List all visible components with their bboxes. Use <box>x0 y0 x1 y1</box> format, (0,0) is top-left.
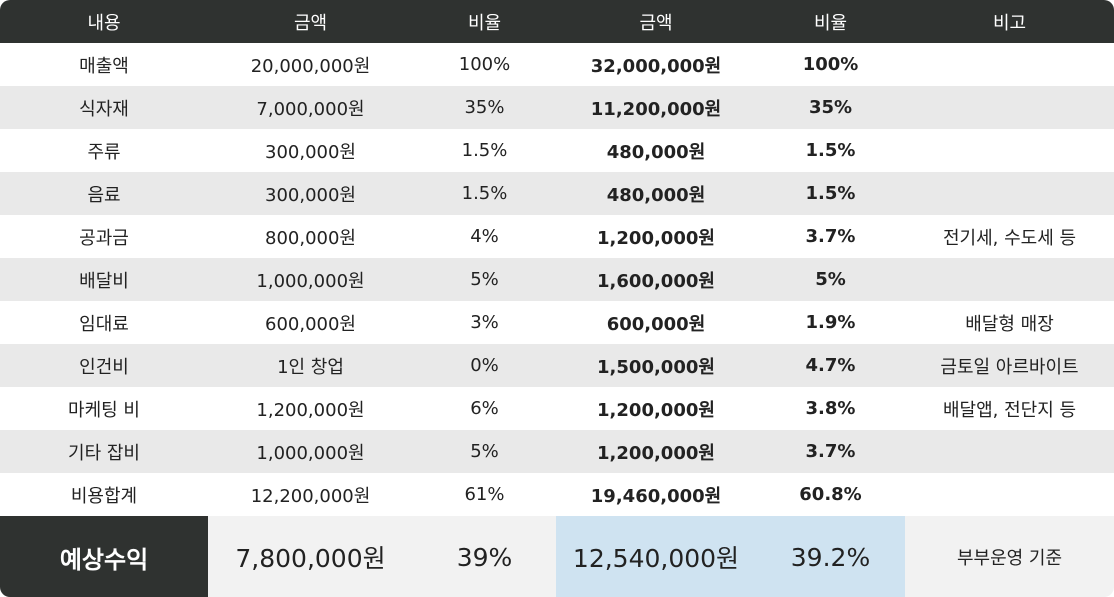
summary-ratio-2: 39.2% <box>756 516 905 597</box>
cell-ratio-1: 0% <box>470 355 499 376</box>
cell-ratio-2: 5% <box>815 269 846 290</box>
table-row: 주류 300,000원 1.5% 480,000원 1.5% <box>0 129 1114 172</box>
cell-note <box>905 172 1114 215</box>
cell-item: 비용합계 <box>70 485 138 507</box>
cell-item: 식자재 <box>79 98 129 120</box>
cell-amount-2: 1,600,000원 <box>597 270 715 292</box>
cell-amount-1: 1인 창업 <box>277 356 344 378</box>
cell-note <box>905 430 1114 473</box>
cell-amount-1: 1,200,000원 <box>256 399 365 421</box>
cell-amount-1: 1,000,000원 <box>256 442 365 464</box>
cell-note: 배달형 매장 <box>965 313 1054 335</box>
cell-amount-1: 20,000,000원 <box>250 55 371 77</box>
table-row: 매출액 20,000,000원 100% 32,000,000원 100% <box>0 43 1114 86</box>
cell-item: 주류 <box>87 141 121 163</box>
table-row: 임대료 600,000원 3% 600,000원 1.9% 배달형 매장 <box>0 301 1114 344</box>
header-ratio-1: 비율 <box>467 12 502 34</box>
table-row: 배달비 1,000,000원 5% 1,600,000원 5% <box>0 258 1114 301</box>
summary-row: 예상수익 7,800,000원 39% 12,540,000원 39.2% 부부… <box>0 516 1114 597</box>
cell-ratio-1: 5% <box>470 441 499 462</box>
cell-amount-1: 600,000원 <box>265 313 356 335</box>
table-row: 음료 300,000원 1.5% 480,000원 1.5% <box>0 172 1114 215</box>
cell-item: 배달비 <box>79 270 129 292</box>
summary-amount-1: 7,800,000원 <box>208 516 413 597</box>
cell-ratio-1: 5% <box>470 269 499 290</box>
cell-amount-2: 1,200,000원 <box>597 442 715 464</box>
cell-ratio-1: 61% <box>464 484 505 505</box>
cell-ratio-1: 100% <box>458 54 511 75</box>
cell-amount-2: 1,200,000원 <box>597 399 715 421</box>
cell-note <box>905 473 1114 516</box>
header-amount-1: 금액 <box>293 12 328 34</box>
cell-ratio-1: 1.5% <box>461 140 508 161</box>
cell-item: 공과금 <box>79 227 129 249</box>
cell-amount-2: 1,500,000원 <box>597 356 715 378</box>
cell-item: 음료 <box>87 184 121 206</box>
cell-ratio-2: 3.7% <box>805 441 856 462</box>
cell-note <box>905 258 1114 301</box>
table-body: 매출액 20,000,000원 100% 32,000,000원 100% 식자재 7,00… <box>0 43 1114 516</box>
table-row: 식자재 7,000,000원 35% 11,200,000원 35% <box>0 86 1114 129</box>
header-ratio-2: 비율 <box>813 12 848 34</box>
summary-label: 예상수익 <box>0 516 208 597</box>
cell-ratio-2: 3.8% <box>805 398 856 419</box>
cell-item: 인건비 <box>79 356 129 378</box>
table-row: 비용합계 12,200,000원 61% 19,460,000원 60.8% <box>0 473 1114 516</box>
cell-ratio-2: 1.9% <box>805 312 856 333</box>
cell-note: 금토일 아르바이트 <box>940 356 1079 378</box>
cell-ratio-1: 3% <box>470 312 499 333</box>
table-row: 기타 잡비 1,000,000원 5% 1,200,000원 3.7% <box>0 430 1114 473</box>
cell-amount-1: 1,000,000원 <box>256 270 365 292</box>
cell-item: 임대료 <box>79 313 129 335</box>
cell-ratio-1: 4% <box>470 226 499 247</box>
header-amount-2: 금액 <box>639 12 673 34</box>
cell-item: 매출액 <box>79 55 129 77</box>
cell-ratio-2: 3.7% <box>805 226 856 247</box>
cell-amount-1: 12,200,000원 <box>250 485 371 507</box>
cell-amount-2: 11,200,000원 <box>590 98 722 120</box>
cell-amount-1: 300,000원 <box>265 184 356 206</box>
table-row: 공과금 800,000원 4% 1,200,000원 3.7% 전기세, 수도세 등 <box>0 215 1114 258</box>
cell-amount-1: 300,000원 <box>265 141 356 163</box>
cell-amount-2: 1,200,000원 <box>597 227 715 249</box>
summary-amount-2: 12,540,000원 <box>556 516 756 597</box>
cell-note: 배달앱, 전단지 등 <box>942 399 1077 421</box>
cell-ratio-2: 4.7% <box>805 355 856 376</box>
cell-ratio-2: 100% <box>802 54 859 75</box>
summary-note: 부부운영 기준 <box>905 516 1114 597</box>
cell-amount-2: 480,000원 <box>606 141 706 163</box>
cell-ratio-1: 6% <box>470 398 499 419</box>
cell-note: 전기세, 수도세 등 <box>942 227 1077 249</box>
cell-amount-1: 800,000원 <box>265 227 356 249</box>
cell-amount-1: 7,000,000원 <box>256 98 365 120</box>
cell-note <box>905 86 1114 129</box>
cell-ratio-1: 35% <box>464 97 505 118</box>
header-note: 비고 <box>992 12 1027 34</box>
cell-note <box>905 129 1114 172</box>
cell-ratio-2: 60.8% <box>799 484 862 505</box>
table-row: 마케팅 비 1,200,000원 6% 1,200,000원 3.8% 배달앱, 전단지 … <box>0 387 1114 430</box>
cell-note <box>905 43 1114 86</box>
table-header: 내용 금액 비율 금액 비율 비고 <box>0 0 1114 43</box>
table-row: 인건비 1인 창업 0% 1,500,000원 4.7% 금토일 아르바이트 <box>0 344 1114 387</box>
cell-amount-2: 600,000원 <box>606 313 706 335</box>
cell-amount-2: 19,460,000원 <box>590 485 722 507</box>
cell-ratio-2: 35% <box>808 97 853 118</box>
cell-item: 기타 잡비 <box>68 442 140 464</box>
cell-amount-2: 32,000,000원 <box>590 55 722 77</box>
header-item: 내용 <box>87 12 121 34</box>
cell-ratio-2: 1.5% <box>805 140 856 161</box>
cell-ratio-2: 1.5% <box>805 183 856 204</box>
cell-item: 마케팅 비 <box>68 399 140 421</box>
summary-ratio-1: 39% <box>413 516 556 597</box>
cell-amount-2: 480,000원 <box>606 184 706 206</box>
cell-ratio-1: 1.5% <box>461 183 508 204</box>
